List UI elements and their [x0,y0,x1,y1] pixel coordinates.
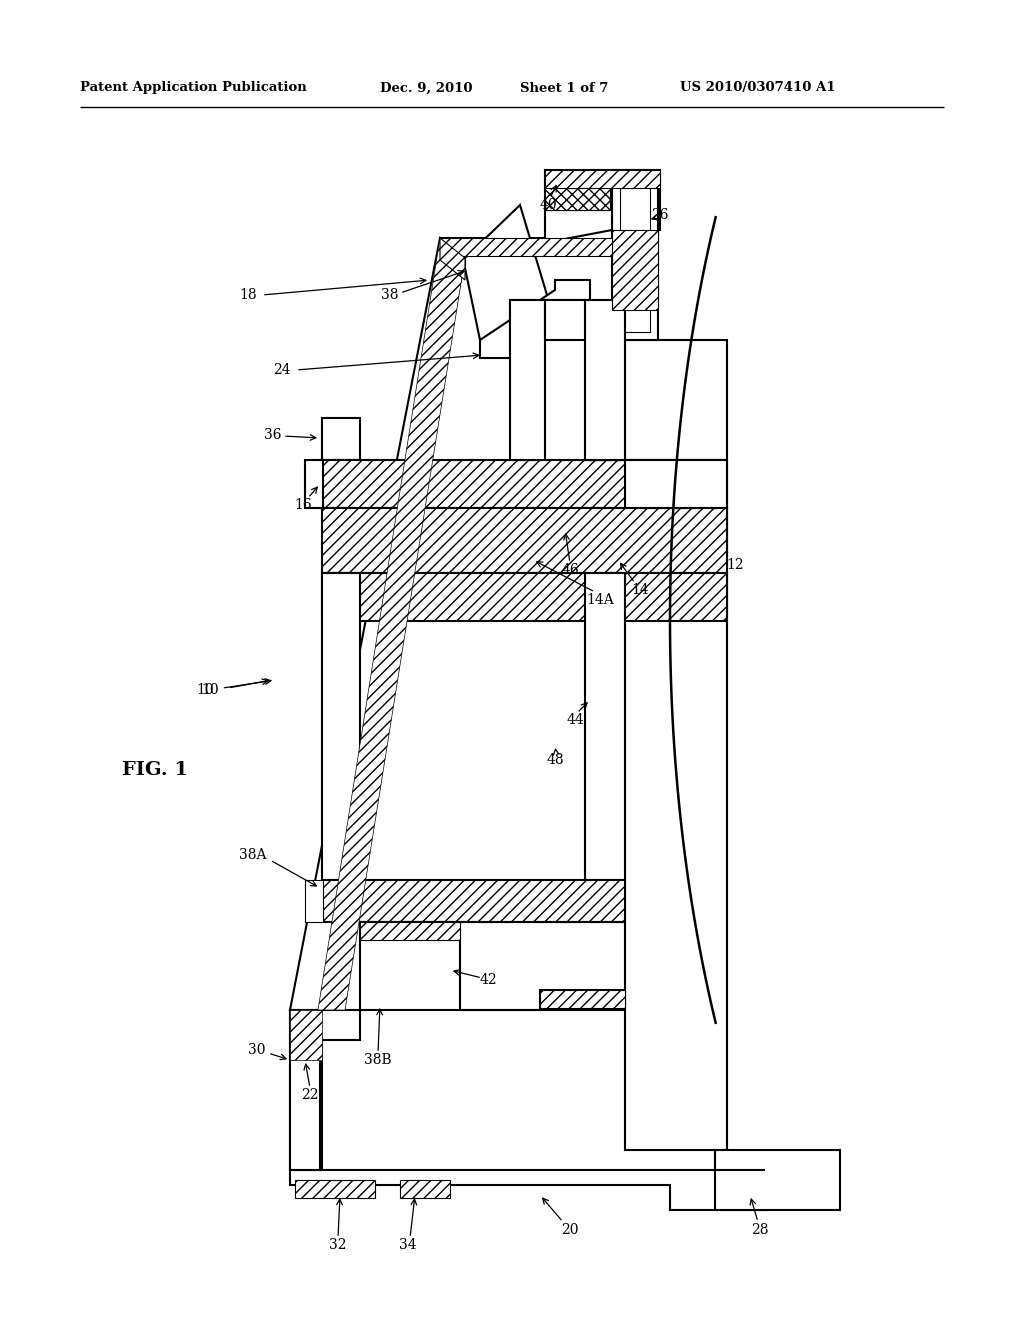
Text: 26: 26 [651,209,669,222]
Bar [295,1180,375,1199]
Bar [360,921,460,940]
Polygon shape [545,300,585,341]
Text: US 2010/0307410 A1: US 2010/0307410 A1 [680,82,836,95]
Text: 40: 40 [540,198,557,213]
Text: 48: 48 [546,752,564,767]
Bar [305,459,323,508]
Polygon shape [318,238,465,1010]
Polygon shape [612,170,658,341]
Polygon shape [510,300,545,459]
Text: 42: 42 [479,973,497,987]
Text: 18: 18 [240,288,257,302]
Polygon shape [715,1150,840,1210]
Polygon shape [585,573,625,880]
Polygon shape [290,238,465,1010]
Bar [545,170,610,210]
Text: 24: 24 [273,363,291,378]
Bar [545,170,660,187]
Text: 16: 16 [294,498,312,512]
Polygon shape [465,205,550,341]
Text: Sheet 1 of 7: Sheet 1 of 7 [520,82,608,95]
Polygon shape [290,1010,360,1040]
Bar [322,573,727,620]
Text: 36: 36 [264,428,282,442]
Polygon shape [290,1010,319,1170]
Text: 10: 10 [197,682,214,697]
Polygon shape [585,300,625,459]
Polygon shape [290,1170,765,1210]
Bar [540,990,625,1008]
Text: 20: 20 [561,1224,579,1237]
Text: 12: 12 [726,558,743,572]
Text: 38A: 38A [240,847,266,862]
Bar [322,459,727,508]
Text: 38B: 38B [365,1053,392,1067]
Polygon shape [620,180,650,333]
Polygon shape [545,170,660,230]
Polygon shape [625,508,727,1150]
Text: 14: 14 [631,583,649,597]
Text: 44: 44 [566,713,584,727]
Polygon shape [290,1010,322,1170]
Polygon shape [290,1010,322,1060]
Text: 28: 28 [752,1224,769,1237]
Text: 34: 34 [399,1238,417,1251]
Text: FIG. 1: FIG. 1 [122,762,188,779]
Bar [400,1180,450,1199]
Text: 46: 46 [561,564,579,577]
Bar [612,230,658,310]
Polygon shape [480,280,590,358]
Bar [305,880,323,921]
Bar [440,238,612,256]
Polygon shape [585,459,727,508]
Polygon shape [625,341,727,459]
Bar [322,508,727,573]
Polygon shape [440,210,612,268]
Text: 32: 32 [330,1238,347,1251]
Polygon shape [360,921,625,1010]
Text: 38: 38 [381,288,398,302]
Text: Dec. 9, 2010: Dec. 9, 2010 [380,82,472,95]
Text: 10: 10 [201,678,271,697]
Polygon shape [322,573,360,880]
Text: 14A: 14A [586,593,613,607]
Polygon shape [440,238,465,280]
Polygon shape [322,418,360,459]
Bar [322,880,625,921]
Text: 22: 22 [301,1088,318,1102]
Text: 30: 30 [248,1043,266,1057]
Text: Patent Application Publication: Patent Application Publication [80,82,307,95]
